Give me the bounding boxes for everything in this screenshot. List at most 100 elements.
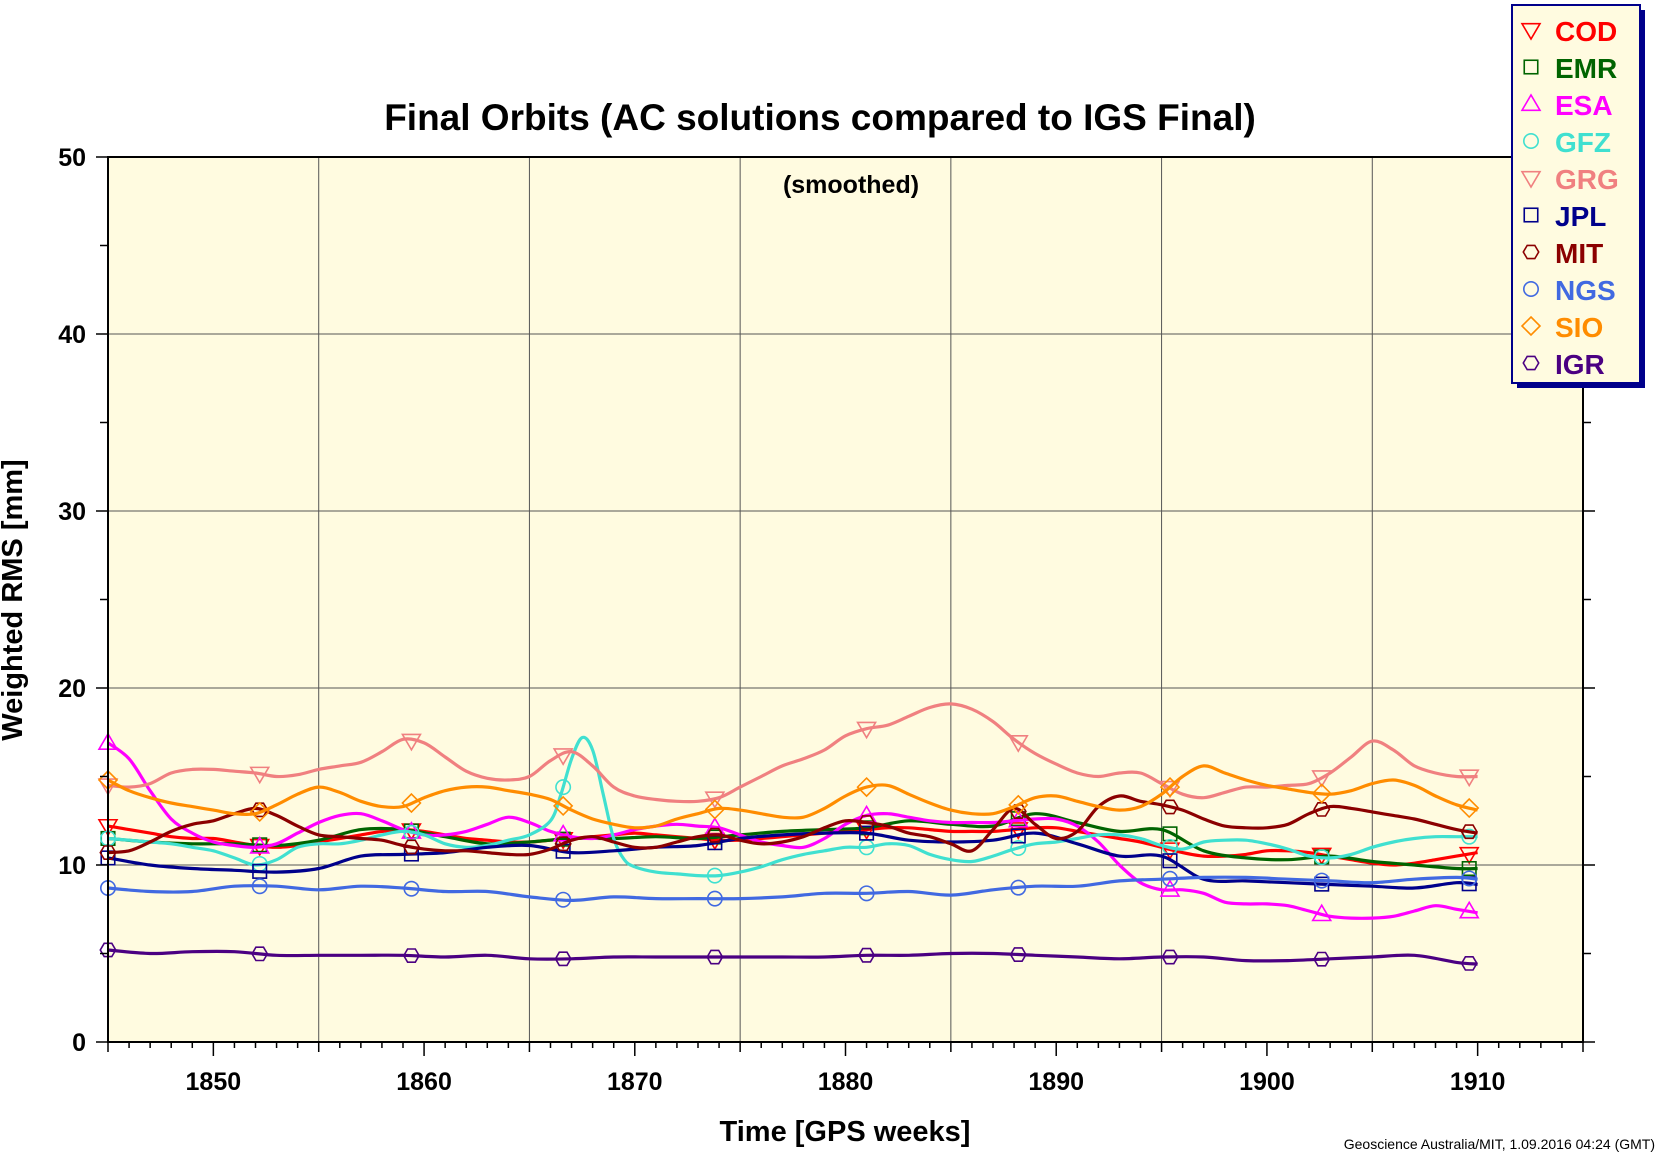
legend-label-igr: IGR <box>1555 349 1605 380</box>
data-point-gfz <box>555 779 572 796</box>
data-point-jpl <box>1162 853 1178 869</box>
series-gfz <box>100 735 1478 884</box>
data-point-mit <box>554 836 572 852</box>
x-axis-label: Time [GPS weeks] <box>720 1116 971 1148</box>
series-line-sio <box>107 764 1478 830</box>
legend: COD EMR ESA GFZ GRG JPL MIT NGS SIO IGR <box>1511 4 1645 388</box>
data-point-sio <box>1459 797 1480 819</box>
data-point-sio <box>1008 794 1029 815</box>
legend-marker-grg <box>1520 170 1542 189</box>
data-point-igr <box>251 946 269 962</box>
legend-label-esa: ESA <box>1555 90 1613 121</box>
data-point-grg <box>856 721 877 740</box>
legend-marker-igr <box>1522 355 1540 371</box>
series-layer <box>97 702 1480 971</box>
data-point-sio <box>856 776 877 798</box>
data-point-gfz <box>1313 849 1330 866</box>
data-point-esa <box>1007 809 1029 828</box>
data-point-grg <box>1007 735 1029 753</box>
series-line-jpl <box>107 830 1478 890</box>
data-point-sio <box>704 799 725 820</box>
data-point-igr <box>1009 947 1027 963</box>
data-point-ngs <box>1162 870 1179 887</box>
data-point-esa <box>249 836 271 854</box>
x-tick-label: 1890 <box>1028 1068 1084 1096</box>
legend-label-emr: EMR <box>1555 53 1617 84</box>
data-point-grg <box>1458 769 1480 788</box>
data-point-mit <box>402 839 421 855</box>
x-tick-label: 1850 <box>186 1068 242 1096</box>
legend-label-jpl: JPL <box>1555 201 1606 232</box>
series-line-esa <box>107 741 1478 920</box>
data-point-sio <box>401 792 422 814</box>
legend-marker-sio <box>1520 315 1542 337</box>
x-tick-label: 1910 <box>1450 1068 1506 1096</box>
series-line-ngs <box>107 875 1478 902</box>
plot-area <box>108 157 1583 1042</box>
data-point-ngs <box>858 885 875 902</box>
data-point-igr <box>99 942 117 958</box>
series-line-igr <box>107 948 1478 966</box>
data-point-gfz <box>1010 840 1027 857</box>
series-igr <box>99 942 1478 971</box>
legend-marker-ngs <box>1523 280 1540 297</box>
data-point-igr <box>402 948 421 964</box>
data-point-grg <box>249 766 271 785</box>
legend-marker-jpl <box>1523 207 1539 223</box>
y-tick-label: 50 <box>58 144 86 172</box>
data-point-grg <box>1311 770 1333 788</box>
data-point-sio <box>553 795 574 817</box>
data-point-jpl <box>252 863 268 879</box>
series-line-mit <box>107 794 1478 857</box>
data-point-ngs <box>251 878 268 895</box>
data-point-ngs <box>555 891 572 908</box>
data-point-igr <box>1460 955 1478 971</box>
chart-title: Final Orbits (AC solutions compared to I… <box>384 97 1256 138</box>
series-esa <box>97 732 1480 922</box>
data-point-grg <box>704 791 726 810</box>
data-point-esa <box>1159 879 1181 897</box>
legend-label-ngs: NGS <box>1555 275 1616 306</box>
data-point-igr <box>554 951 572 967</box>
data-point-sio <box>1159 776 1181 798</box>
series-line-gfz <box>107 735 1478 878</box>
data-point-gfz <box>706 867 723 884</box>
y-tick-label: 0 <box>72 1029 86 1057</box>
data-point-emr <box>1162 826 1178 842</box>
y-axis-label: Weighted RMS [mm] <box>0 459 29 740</box>
data-point-igr <box>857 947 876 963</box>
data-point-cod <box>1458 846 1480 865</box>
data-point-mit <box>857 815 876 830</box>
y-tick-label: 10 <box>58 852 86 880</box>
legend-label-mit: MIT <box>1555 238 1603 269</box>
data-point-mit <box>1313 801 1331 817</box>
x-tick-label: 1880 <box>818 1068 874 1096</box>
data-point-cod <box>1159 842 1181 861</box>
legend-marker-emr <box>1523 59 1539 75</box>
data-point-jpl <box>1010 828 1026 844</box>
data-point-esa <box>552 823 574 842</box>
legend-marker-esa <box>1520 93 1542 112</box>
series-line-grg <box>107 702 1478 804</box>
legend-marker-mit <box>1522 244 1540 260</box>
credit-text: Geoscience Australia/MIT, 1.09.2016 04:2… <box>1344 1136 1655 1152</box>
legend-marker-cod <box>1520 22 1542 41</box>
data-point-sio <box>1311 783 1332 804</box>
data-point-gfz <box>1461 828 1478 845</box>
data-point-emr <box>1461 860 1477 877</box>
legend-marker-gfz <box>1523 133 1540 150</box>
data-point-grg <box>552 748 574 766</box>
axes: 1850 1860 1870 1880 1890 1900 1910 0 10 20 30 40 50 <box>58 144 1595 1096</box>
data-point-mit <box>99 845 117 861</box>
data-point-mit <box>1460 824 1478 840</box>
data-point-ngs <box>1313 872 1330 889</box>
data-point-ngs <box>1461 870 1478 887</box>
series-line-emr <box>107 812 1478 871</box>
data-point-grg <box>401 733 422 752</box>
data-point-ngs <box>1010 879 1027 896</box>
data-point-mit <box>1009 804 1027 820</box>
series-ngs <box>100 870 1478 908</box>
data-point-ngs <box>706 890 723 907</box>
legend-label-sio: SIO <box>1555 312 1603 343</box>
